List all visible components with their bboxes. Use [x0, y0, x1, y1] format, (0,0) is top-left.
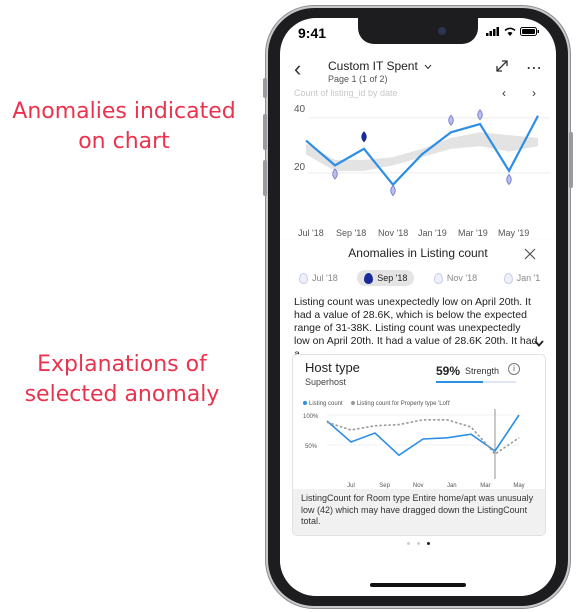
card-subtitle: Superhost [305, 377, 347, 387]
x-tick-label: Nov '18 [378, 228, 409, 238]
anomaly-line-chart[interactable] [280, 96, 556, 228]
pager-dots [280, 542, 556, 545]
volume-down-button [263, 160, 267, 196]
anomaly-chip-selected[interactable]: Sep '18 [357, 270, 415, 286]
legend-item: Listing count for Property type 'Loft' [350, 401, 450, 407]
x-tick-label: Jan [447, 483, 457, 489]
y-tick-label: 40 [294, 104, 306, 115]
info-icon[interactable]: i [508, 363, 520, 375]
card-title: Host type [305, 360, 360, 375]
anomaly-marker [448, 114, 454, 126]
strength-bar [436, 381, 516, 383]
legend-swatch [350, 401, 355, 406]
anomaly-chip-list: Jul '18 Sep '18 Nov '18 Jan '1 [292, 270, 556, 288]
mute-switch [263, 78, 267, 98]
phone-frame: 9:41 ‹ Custom IT Spent Page 1 (1 of 2 [263, 8, 573, 606]
chart-title: Count of listing_id by date [294, 88, 398, 98]
x-tick-label: Jul '18 [298, 228, 324, 238]
chart-anomalies-callout: Anomalies indicated on chart [12, 99, 236, 154]
page-subtitle: Page 1 (1 of 2) [328, 74, 388, 84]
x-tick-label: Sep '18 [336, 228, 367, 238]
mini-chart-legend: Listing count Listing count for Property… [303, 401, 450, 407]
anomaly-chip[interactable]: Nov '18 [427, 270, 484, 286]
card-footnote: ListingCount for Room type Entire home/a… [293, 489, 545, 535]
pager-dot[interactable] [416, 542, 420, 545]
x-tick-label: Mar '19 [458, 228, 488, 238]
explanation-callout: Explanations of selected anomaly [24, 352, 220, 407]
status-icons [486, 27, 540, 36]
y-tick-label: 100% [303, 414, 319, 420]
strength-bar-fill [436, 381, 484, 383]
expand-button[interactable] [494, 58, 510, 79]
x-tick-label: Mar [480, 483, 490, 489]
x-tick-label: Sep [379, 483, 390, 489]
panel-title: Anomalies in Listing count [348, 246, 488, 260]
selected-anomaly-marker [361, 131, 367, 143]
close-icon [524, 248, 536, 260]
explanation-expand-button[interactable] [534, 338, 544, 350]
signal-icon [486, 27, 499, 36]
anomaly-panel: Anomalies in Listing count Jul '18 Sep '… [280, 240, 556, 596]
wifi-icon [504, 27, 516, 36]
back-button[interactable]: ‹ [294, 56, 302, 81]
y-tick-label: 20 [294, 162, 306, 173]
mini-line-chart: 100% 50% Jul Sep Nov Jan Mar May [303, 409, 525, 489]
chart-next-button[interactable]: › [532, 86, 536, 100]
phone-screen: 9:41 ‹ Custom IT Spent Page 1 (1 of 2 [280, 18, 556, 596]
anomaly-chip[interactable]: Jul '18 [292, 270, 345, 286]
notch [358, 18, 478, 44]
anomaly-marker [477, 109, 483, 121]
more-button[interactable]: ⋯ [526, 60, 543, 77]
strength-label: Strength [465, 366, 500, 376]
x-tick-label: May '19 [498, 228, 530, 238]
anomaly-marker-icon [503, 272, 513, 284]
x-tick-label: Jan '19 [418, 228, 447, 238]
x-tick-label: Nov [413, 483, 424, 489]
close-button[interactable] [524, 242, 536, 265]
camera-icon [438, 27, 446, 35]
strength-percent: 59% [436, 364, 461, 378]
explanation-card[interactable]: Host type Superhost 59% Strength i Listi… [292, 354, 546, 536]
anomaly-marker [332, 168, 338, 180]
x-tick-label: May [513, 483, 524, 489]
status-time: 9:41 [298, 25, 327, 41]
anomaly-marker-icon [299, 272, 308, 284]
anomaly-marker [390, 184, 396, 197]
anomaly-marker-icon [364, 272, 374, 284]
anomaly-chip[interactable]: Jan '1 [497, 270, 548, 286]
chevron-down-icon [424, 64, 432, 70]
chart-prev-button[interactable]: ‹ [502, 86, 506, 100]
pager-dot[interactable] [406, 542, 410, 545]
legend-swatch [303, 401, 307, 406]
x-tick-label: Jul [347, 483, 355, 489]
battery-icon [520, 27, 539, 36]
series-line [326, 419, 520, 456]
y-tick-label: 50% [305, 444, 318, 450]
home-indicator [370, 583, 466, 587]
expand-icon [496, 60, 508, 72]
anomaly-marker [506, 173, 512, 186]
pager-dot[interactable] [426, 542, 430, 545]
expected-range-band [306, 132, 538, 171]
volume-up-button [263, 114, 267, 150]
anomaly-explanation: Listing count was unexpectedly low on Ap… [294, 296, 538, 360]
anomaly-marker-icon [433, 272, 443, 284]
legend-item: Listing count [303, 401, 343, 407]
series-line [305, 115, 539, 187]
power-button [569, 132, 573, 188]
chevron-down-icon [534, 340, 544, 347]
page-title[interactable]: Custom IT Spent [328, 59, 432, 73]
